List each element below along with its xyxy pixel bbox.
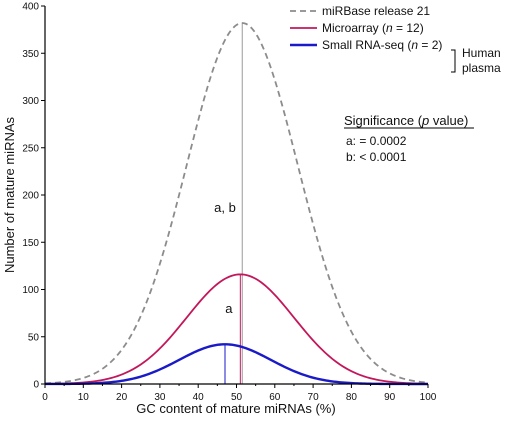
y-tick-label: 150 xyxy=(22,238,39,249)
series-line-1 xyxy=(44,273,429,385)
annotations: a, b a xyxy=(214,200,236,316)
annotation-0: a, b xyxy=(214,200,236,215)
y-tick-label: 350 xyxy=(22,49,39,60)
y-tick-label: 50 xyxy=(28,332,40,343)
x-tick-label: 60 xyxy=(269,392,281,403)
x-tick-label: 70 xyxy=(308,392,320,403)
x-axis-title: GC content of mature miRNAs (%) xyxy=(136,401,335,416)
y-tick-label: 400 xyxy=(22,2,39,13)
y-ticks: 0 50 100 150 200 250 300 350 400 xyxy=(22,2,45,391)
significance-title: Significance (p value) xyxy=(344,113,468,128)
significance-line-b: b: < 0.0001 xyxy=(346,150,407,164)
x-tick-label: 50 xyxy=(231,392,243,403)
legend: miRBase release 21 Microarray (n = 12) Sma… xyxy=(290,4,442,52)
y-axis-title: Number of mature miRNAs xyxy=(2,116,17,273)
x-tick-label: 0 xyxy=(42,392,48,403)
y-tick-label: 100 xyxy=(22,285,39,296)
plot-area xyxy=(44,22,429,386)
bracket-line xyxy=(451,49,456,73)
y-tick-label: 200 xyxy=(22,191,39,202)
human-plasma-bracket: Human plasma xyxy=(451,46,501,75)
x-tick-label: 30 xyxy=(154,392,166,403)
x-tick-label: 20 xyxy=(116,392,128,403)
y-tick-label: 250 xyxy=(22,143,39,154)
legend-label-1: Microarray (n = 12) xyxy=(322,21,424,35)
x-tick-label: 90 xyxy=(384,392,396,403)
y-tick-label: 300 xyxy=(22,96,39,107)
y-tick-label: 0 xyxy=(33,380,39,391)
x-tick-label: 100 xyxy=(420,392,437,403)
x-tick-label: 40 xyxy=(193,392,205,403)
significance-box: Significance (p value) a: = 0.0002 b: < … xyxy=(344,113,474,164)
x-ticks: 0 10 20 30 40 50 60 70 80 90 100 xyxy=(42,384,437,403)
bracket-label-line-2: plasma xyxy=(462,61,501,75)
bracket-label-line-1: Human xyxy=(462,46,501,60)
legend-label-0: miRBase release 21 xyxy=(322,4,430,18)
legend-label-2: Small RNA-seq (n = 2) xyxy=(322,38,442,52)
series-line-0 xyxy=(44,22,429,385)
x-tick-label: 10 xyxy=(78,392,90,403)
annotation-1: a xyxy=(225,301,233,316)
x-tick-label: 80 xyxy=(346,392,358,403)
significance-line-a: a: = 0.0002 xyxy=(346,134,407,148)
axes xyxy=(44,6,428,385)
